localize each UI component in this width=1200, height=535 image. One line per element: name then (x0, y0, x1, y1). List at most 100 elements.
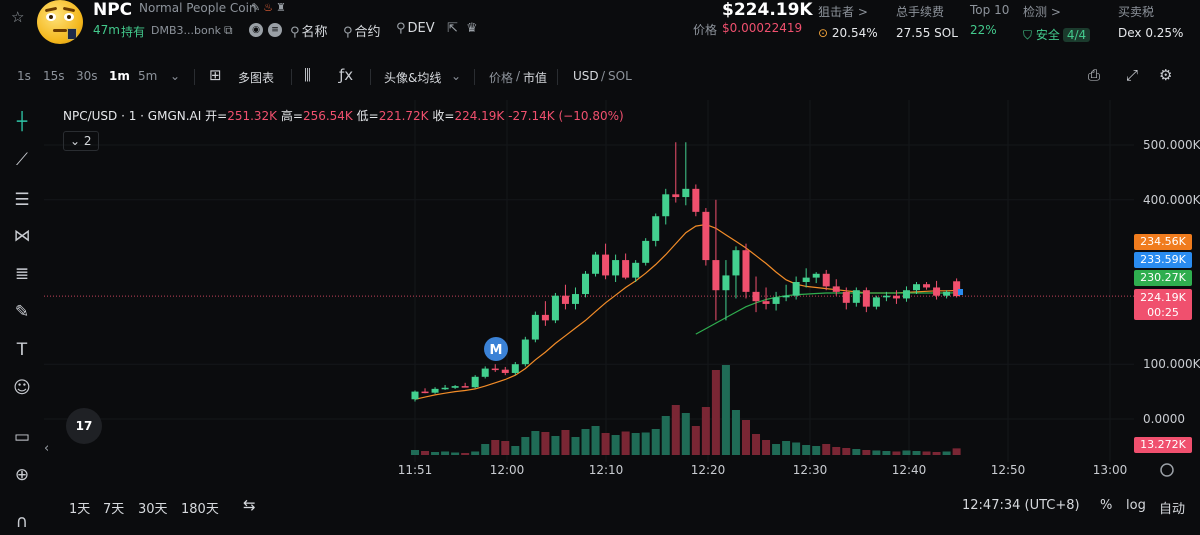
contract-address[interactable]: DMB3...bonk (151, 24, 222, 37)
candle-body (561, 295, 569, 304)
log-scale-toggle[interactable]: log (1126, 498, 1146, 513)
brush-icon[interactable]: ✎ (14, 302, 30, 322)
percent-scale-toggle[interactable]: % (1100, 498, 1113, 513)
search-icon: ⚲ (396, 21, 406, 36)
candle-countdown: 00:25 (1147, 306, 1179, 319)
current-price-value: 224.19K (1140, 291, 1186, 304)
emoji-icon[interactable]: ☺ (13, 378, 31, 398)
candle-body (672, 194, 680, 198)
range-180d[interactable]: 180天 (181, 502, 219, 517)
tradingview-logo[interactable]: 17 (66, 408, 102, 444)
copy-icon[interactable]: ⧉ (224, 23, 233, 37)
candle-body (913, 284, 920, 291)
magnet-icon[interactable]: ∩ (15, 512, 29, 532)
stat-snipers-key: 狙击者 > (818, 5, 868, 19)
crown-icon[interactable]: ♛ (466, 21, 478, 36)
pump-icon: ♜ (276, 1, 289, 14)
edit-icon[interactable]: ✎ (251, 1, 264, 14)
candle-body (812, 273, 820, 278)
volume-bar (822, 444, 831, 455)
volume-bar (591, 426, 600, 455)
text-tool-icon[interactable]: T (16, 340, 28, 360)
avatar-ma-chevron-down-icon[interactable]: ⌄ (451, 69, 462, 83)
chart-area[interactable]: 500.000K 400.000K 100.000K 0.0000 11:51 12:00… (44, 100, 1200, 490)
y-axis-tick-label: 100.000K (1143, 357, 1200, 371)
search-name-link[interactable]: ⚲ 名称 (290, 21, 328, 40)
range-1d[interactable]: 1天 (69, 502, 91, 517)
zoom-in-icon[interactable]: ⊕ (14, 465, 30, 485)
save-icon[interactable]: ◉ (249, 23, 263, 37)
date-range-calendar-icon[interactable]: ⇆ (243, 496, 256, 514)
range-7d[interactable]: 7天 (103, 502, 125, 517)
legend-close-label: 收= (432, 109, 455, 123)
hold-label: 持有 (121, 25, 146, 39)
volume-bar (902, 450, 911, 455)
volume-bar (521, 437, 530, 455)
timeframe-15s[interactable]: 15s (43, 69, 65, 83)
list-icon[interactable]: ≡ (268, 23, 282, 37)
timeframe-30s[interactable]: 30s (76, 69, 98, 83)
candlestick-chart[interactable]: 500.000K 400.000K 100.000K 0.0000 11:51 12:00… (44, 100, 1200, 490)
toolbar-divider (474, 69, 475, 85)
candle-type-icon[interactable]: ⫼ (304, 66, 311, 84)
candle-body (491, 368, 499, 371)
range-30d[interactable]: 30天 (138, 502, 168, 517)
candle-body (933, 287, 941, 296)
timeframe-dropdown-chevron-down-icon[interactable]: ⌄ (170, 69, 181, 83)
favorite-star-icon[interactable]: ☆ (11, 8, 25, 26)
candle-body (582, 273, 590, 295)
external-link-icon[interactable]: ⇱ (447, 21, 458, 36)
trendline-icon[interactable]: ⟋ (16, 150, 28, 170)
ma-green-line (695, 292, 957, 335)
timeframe-5m[interactable]: 5m (138, 69, 158, 83)
search-contract-link[interactable]: ⚲ 合约 (343, 21, 381, 40)
volume-bar (671, 405, 680, 455)
horizontal-lines-icon[interactable]: ☰ (14, 190, 30, 210)
currency-usd-button[interactable]: USD (573, 69, 599, 83)
indicators-fx-icon[interactable]: ƒx (339, 66, 354, 84)
stat-snipers[interactable]: 狙击者 > ⊙ 20.54% (818, 3, 878, 40)
currency-sol-button[interactable]: SOL (608, 69, 632, 83)
avatar-mouth (53, 29, 67, 32)
candle-body (521, 339, 529, 365)
volume-bar (661, 416, 670, 455)
auto-scale-toggle[interactable]: 自动 (1159, 502, 1186, 517)
candle-body (882, 295, 890, 298)
price-value: $0.00022419 (722, 21, 803, 35)
legend-pair: NPC/USD · 1 · GMGN.AI (63, 109, 202, 123)
search-dev-link[interactable]: ⚲ DEV (396, 21, 435, 36)
indicator-toggle[interactable]: ⌄ 2 (63, 131, 99, 151)
legend-change: -27.14K (−10.80%) (508, 109, 624, 123)
timeframe-1m[interactable]: 1m (109, 69, 130, 83)
add-chart-icon[interactable]: ⊞ (209, 66, 222, 84)
timeframe-1s[interactable]: 1s (17, 69, 31, 83)
candle-body (953, 281, 961, 297)
volume-bar (611, 435, 620, 455)
camera-icon[interactable]: ⎙ (1088, 66, 1101, 84)
mcap-mode-button[interactable]: 市值 (523, 71, 548, 85)
pattern-icon[interactable]: ⋈ (13, 226, 31, 246)
candle-body (592, 254, 600, 274)
ruler-icon[interactable]: ▭ (13, 427, 31, 447)
candle-body (501, 369, 509, 373)
collapse-arrow-icon[interactable]: ‹ (44, 441, 50, 456)
current-price-tag: 224.19K 00:25 (1134, 289, 1192, 320)
avatar-ma-button[interactable]: 头像&均线 (384, 71, 442, 85)
stat-check[interactable]: 检测 > ⛉ 安全 4/4 (1023, 3, 1091, 43)
settings-gear-icon[interactable]: ⚙ (1159, 66, 1173, 84)
volume-bar (852, 449, 861, 455)
crosshair-icon[interactable]: ┼ (16, 112, 28, 132)
token-symbol: NPC (93, 0, 133, 20)
multi-chart-button[interactable]: 多图表 (238, 71, 275, 85)
ma-blue-tag: 233.59K (1134, 252, 1192, 268)
volume-bar (912, 451, 921, 455)
stat-check-key: 检测 > (1023, 5, 1061, 19)
ma-orange-tag: 234.56K (1134, 234, 1192, 250)
position-marker (958, 289, 963, 295)
volume-bar (952, 448, 961, 455)
price-mode-button[interactable]: 价格 (489, 71, 514, 85)
candle-body (742, 250, 750, 292)
fullscreen-icon[interactable]: ⤢ (1126, 66, 1139, 84)
candle-body (902, 290, 910, 299)
fib-icon[interactable]: ≣ (14, 264, 30, 284)
